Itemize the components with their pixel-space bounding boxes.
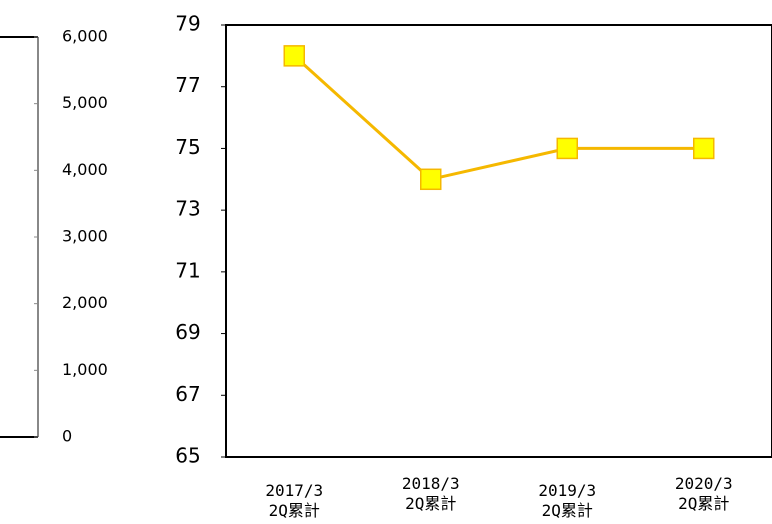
marker: [693, 137, 715, 160]
y-tick-label: 71: [175, 258, 200, 282]
x-tick-label: 2018/3 2Q累計: [401, 474, 460, 513]
y-tick-label: 67: [175, 382, 200, 406]
marker: [556, 137, 578, 160]
y-tick-label: 69: [175, 320, 200, 344]
y-tick-label: 5,000: [62, 93, 108, 112]
marker: [420, 168, 442, 191]
y-tick-label: 6,000: [62, 27, 108, 46]
x-tick-label: 2017/3 2Q累計: [265, 481, 324, 520]
y-tick-label: 0: [62, 427, 72, 446]
y-tick-label: 1,000: [62, 360, 108, 379]
y-tick-label: 4,000: [62, 160, 108, 179]
y-tick-label: 77: [175, 73, 200, 97]
x-tick-label: 2019/3 2Q累計: [538, 481, 597, 520]
y-tick-label: 73: [175, 197, 200, 221]
y-tick-label: 79: [175, 12, 200, 36]
plot-frame: [225, 24, 772, 458]
marker: [283, 45, 305, 67]
y-tick-label: 65: [175, 444, 200, 468]
x-tick-label: 2020/3 2Q累計: [674, 474, 733, 513]
y-tick-label: 2,000: [62, 293, 108, 312]
series-line: [293, 54, 704, 181]
y-tick-label: 75: [175, 135, 200, 159]
y-tick-label: 3,000: [62, 227, 108, 246]
